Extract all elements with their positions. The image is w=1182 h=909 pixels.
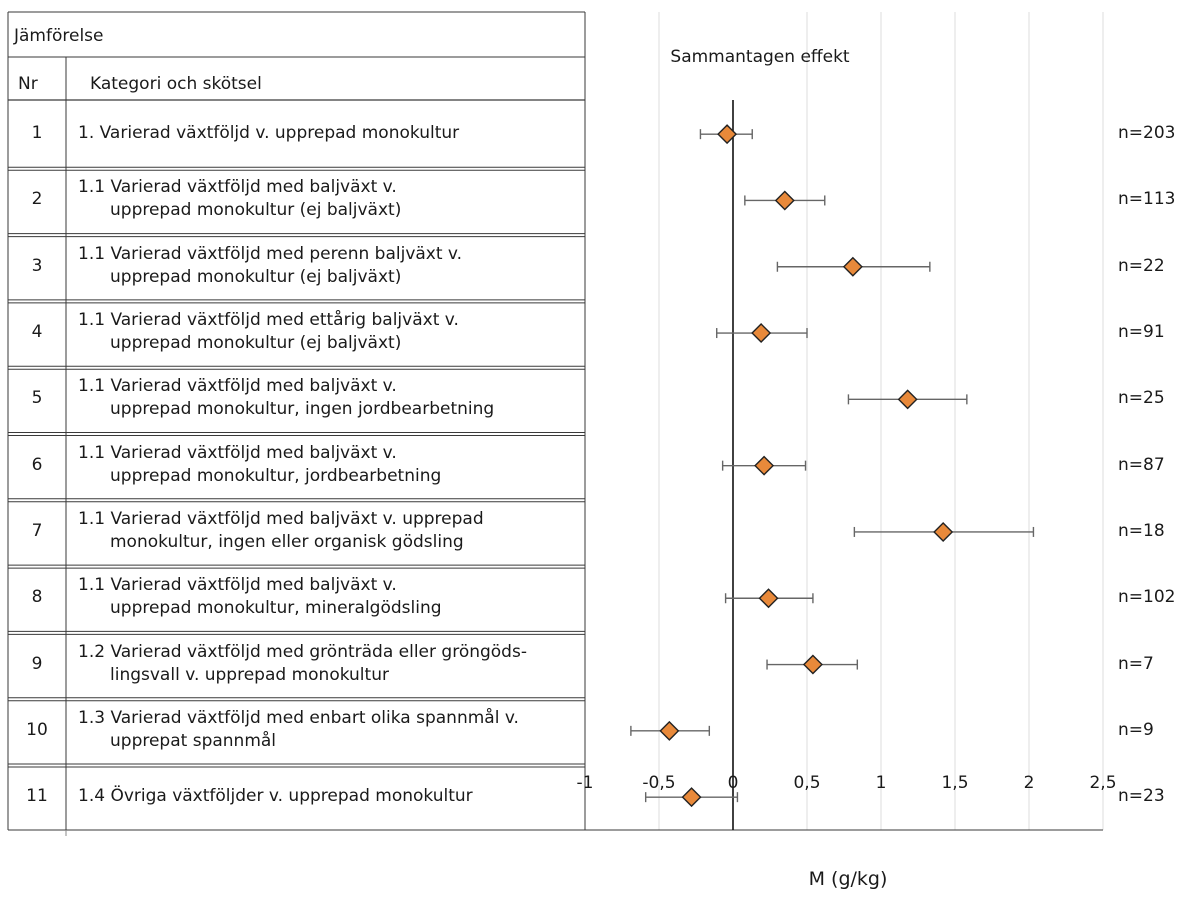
x-tick-label: 2,5 (1089, 773, 1117, 793)
estimate-marker (659, 720, 680, 741)
row-category-line2: upprepad monokultur (ej baljväxt) (110, 200, 402, 221)
row-nr: 1 (31, 123, 43, 144)
estimate-marker (897, 389, 918, 410)
row-category-line1: 1.1 Varierad växtföljd med perenn baljvä… (78, 243, 463, 264)
row-nr: 7 (31, 520, 43, 541)
row-nr: 2 (31, 189, 43, 210)
row-category-line2: upprepad monokultur (ej baljväxt) (110, 266, 402, 287)
row-category: 1.3 Varierad växtföljd med enbart olika … (78, 707, 519, 753)
x-tick-label: 1 (875, 773, 887, 793)
row-category-line1: 1.1 Varierad växtföljd med baljväxt v. (78, 442, 397, 463)
x-tick-label: 0,5 (793, 773, 821, 793)
estimate-marker (842, 256, 863, 277)
row-category-line1: 1.1 Varierad växtföljd med baljväxt v. (78, 177, 397, 198)
row-category-line2: upprepad monokultur, jordbearbetning (110, 465, 442, 486)
row-nr: 9 (31, 653, 43, 674)
row-n-count: n=87 (1118, 454, 1165, 475)
row-category-line1: 1.1 Varierad växtföljd med baljväxt v. (78, 376, 397, 397)
estimate-marker (774, 190, 795, 211)
row-category: 1.1 Varierad växtföljd med baljväxt v. up… (78, 442, 441, 488)
estimate-marker (717, 124, 738, 145)
row-category-line2: upprepad monokultur, mineralgödsling (110, 598, 442, 619)
row-category: 1.1 Varierad växtföljd med baljväxt v. up… (78, 574, 442, 620)
row-category: 1.1 Varierad växtföljd med ettårig baljv… (78, 309, 459, 355)
row-category-line2: upprepat spannmål (110, 730, 277, 751)
row-category: 1.4 Övriga växtföljder v. upprepad monok… (78, 785, 473, 808)
row-nr: 6 (31, 454, 43, 475)
row-category: 1.1 Varierad växtföljd med baljväxt v. up… (78, 176, 401, 222)
row-n-count: n=9 (1118, 719, 1154, 740)
row-category-line2: upprepad monokultur, ingen jordbearbetni… (110, 399, 495, 420)
row-category-line1: 1.1 Varierad växtföljd med ettårig baljv… (78, 310, 459, 331)
x-tick-label: 1,5 (941, 773, 969, 793)
row-nr: 10 (26, 719, 48, 740)
row-nr: 5 (31, 388, 43, 409)
row-n-count: n=18 (1118, 520, 1165, 541)
x-tick-label: 0 (727, 773, 739, 793)
row-category: 1.1 Varierad växtföljd med baljväxt v. up… (78, 375, 494, 421)
row-category-line2: monokultur, ingen eller organisk gödslin… (110, 531, 464, 552)
header-nr-label: Nr (18, 74, 38, 94)
row-category: 1. Varierad växtföljd v. upprepad monoku… (78, 122, 459, 145)
x-tick-label: 2 (1023, 773, 1035, 793)
row-n-count: n=23 (1118, 786, 1165, 807)
header-group-label: Jämförelse (14, 26, 104, 46)
row-n-count: n=113 (1118, 189, 1176, 210)
row-category-line1: 1. Varierad växtföljd v. upprepad monoku… (78, 123, 460, 144)
estimate-marker (758, 588, 779, 609)
row-n-count: n=203 (1118, 123, 1176, 144)
row-nr: 4 (31, 322, 43, 343)
row-n-count: n=102 (1118, 587, 1176, 608)
estimate-marker (681, 787, 702, 808)
row-category-line1: 1.2 Varierad växtföljd med grönträda ell… (78, 641, 527, 662)
estimate-marker (802, 654, 823, 675)
x-tick-label: -1 (576, 773, 594, 793)
estimate-marker (751, 323, 772, 344)
row-category: 1.1 Varierad växtföljd med perenn baljvä… (78, 243, 462, 289)
row-category: 1.1 Varierad växtföljd med baljväxt v. u… (78, 508, 484, 554)
row-nr: 3 (31, 255, 43, 276)
row-category-line1: 1.1 Varierad växtföljd med baljväxt v. (78, 575, 397, 596)
row-category-line2: upprepad monokultur (ej baljväxt) (110, 333, 402, 354)
header-effect-label: Sammantagen effekt (670, 47, 850, 67)
row-category-line1: 1.1 Varierad växtföljd med baljväxt v. u… (78, 508, 484, 529)
x-tick-label: -0,5 (642, 773, 676, 793)
estimate-marker (754, 455, 775, 476)
row-category: 1.2 Varierad växtföljd med grönträda ell… (78, 641, 527, 687)
row-n-count: n=25 (1118, 388, 1165, 409)
x-axis-label: M (g/kg) (808, 868, 888, 890)
estimate-marker (933, 521, 954, 542)
row-category-line1: 1.3 Varierad växtföljd med enbart olika … (78, 707, 519, 728)
row-n-count: n=91 (1118, 322, 1165, 343)
row-n-count: n=7 (1118, 653, 1154, 674)
row-category-line2: lingsvall v. upprepad monokultur (110, 664, 389, 685)
row-n-count: n=22 (1118, 255, 1165, 276)
header-category-label: Kategori och skötsel (90, 74, 262, 94)
row-category-line1: 1.4 Övriga växtföljder v. upprepad monok… (78, 786, 473, 807)
row-nr: 11 (26, 786, 48, 807)
row-nr: 8 (31, 587, 43, 608)
